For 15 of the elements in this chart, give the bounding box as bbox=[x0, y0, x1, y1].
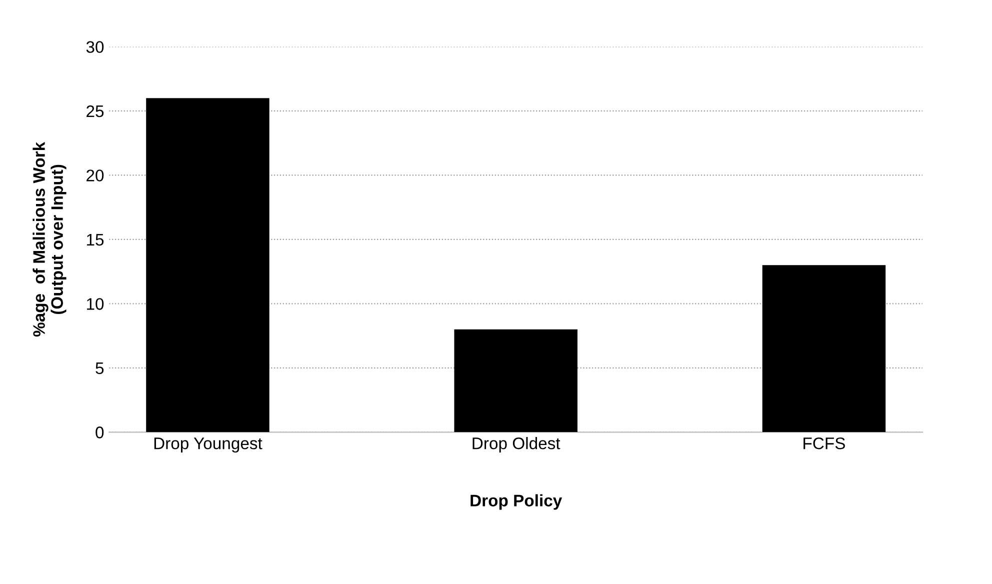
y-tick-label: 30 bbox=[86, 41, 104, 53]
y-tick-label: 20 bbox=[86, 170, 104, 182]
x-axis-title: Drop Policy bbox=[470, 494, 562, 510]
y-tick-label: 5 bbox=[96, 362, 104, 374]
x-tick-label: Drop Youngest bbox=[154, 438, 262, 453]
x-tick-label: FCFS bbox=[804, 437, 845, 450]
bar bbox=[762, 265, 886, 432]
x-tick-label: Drop Oldest bbox=[472, 437, 560, 453]
bar bbox=[146, 98, 270, 432]
y-axis-title: %age of Malicious Work (Output over Input) bbox=[32, 142, 66, 337]
y-tick-label: 15 bbox=[86, 234, 104, 246]
y-tick-label: 10 bbox=[86, 298, 104, 310]
y-tick-label: 25 bbox=[86, 105, 104, 118]
y-tick-label: 0 bbox=[96, 426, 104, 438]
bar bbox=[454, 329, 578, 432]
